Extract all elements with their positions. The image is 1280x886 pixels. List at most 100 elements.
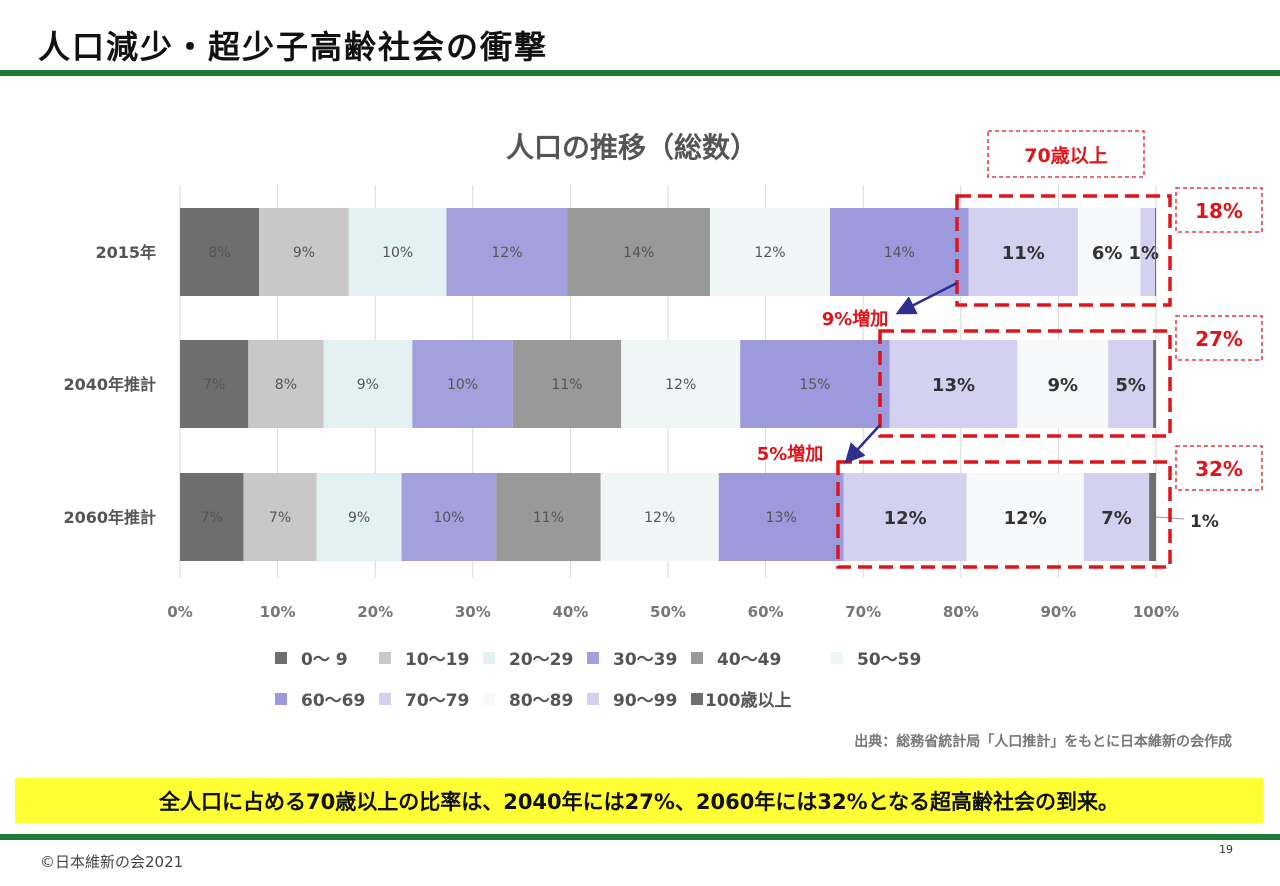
legend-label: 20〜29: [509, 650, 574, 670]
x-tick-label: 80%: [943, 603, 979, 621]
legend-item: 20〜29: [483, 645, 587, 670]
bar-segment-1019: [243, 473, 317, 561]
data-label: 15%: [799, 377, 830, 393]
x-tick-label: 90%: [1040, 603, 1076, 621]
category-label: 2015年: [95, 243, 156, 262]
bar-segment-5059: [709, 208, 831, 296]
x-tick-label: 60%: [748, 603, 784, 621]
header-label-70plus: 70歳以上: [1024, 145, 1107, 167]
data-label: 7%: [203, 377, 225, 393]
legend-swatch: [275, 692, 287, 705]
arrow-icon: [844, 424, 881, 464]
legend-swatch: [483, 692, 495, 705]
x-tick-label: 50%: [650, 603, 686, 621]
data-label: 12%: [1004, 508, 1047, 529]
legend-item: 30〜39: [587, 645, 691, 670]
footer-divider: [0, 834, 1280, 840]
total-70plus-label: 18%: [1195, 199, 1243, 223]
summary-banner: 全人口に占める70歳以上の比率は、2040年には27%、2060年には32%とな…: [15, 778, 1263, 823]
legend-item: 80〜89: [483, 686, 587, 711]
bar-segment-5059: [600, 473, 719, 561]
data-label: 8%: [208, 245, 230, 261]
bar-segment-6069: [830, 208, 969, 296]
bar-segment-7079: [889, 340, 1018, 428]
label-box: [987, 130, 1145, 178]
bar-segment-4049: [496, 473, 601, 561]
legend-swatch: [483, 651, 495, 664]
legend-label: 30〜39: [613, 650, 678, 670]
highlight-box-70plus: [955, 194, 1172, 307]
chart-legend: 0〜 9 10〜19 20〜29 30〜39 40〜49 50〜59 60〜69 70〜79 8…: [275, 645, 921, 711]
bar-segment-1019: [248, 340, 324, 428]
data-label: 7%: [269, 510, 291, 526]
data-label: 7%: [1101, 508, 1132, 529]
bar-segment-5059: [621, 340, 741, 428]
total-70plus-label: 32%: [1195, 457, 1243, 481]
total-box: [1175, 445, 1263, 491]
legend-label: 40〜49: [717, 650, 782, 670]
legend-label: 60〜69: [301, 691, 366, 711]
legend-swatch: [691, 692, 703, 705]
legend-label: 70〜79: [405, 691, 470, 711]
data-label: 10%: [382, 245, 413, 261]
bar-segment-8089: [1077, 208, 1141, 296]
data-label: 5%: [1115, 375, 1146, 396]
data-label: 11%: [1002, 243, 1045, 264]
data-label: 8%: [275, 377, 297, 393]
bar-segment-100: [1149, 473, 1156, 561]
header-divider: [0, 70, 1280, 76]
bar-segment-8089: [1017, 340, 1109, 428]
legend-swatch: [587, 651, 599, 664]
data-label: 9%: [293, 245, 315, 261]
bar-segment-2029: [348, 208, 447, 296]
legend-item: 0〜 9: [275, 645, 379, 670]
data-label: 13%: [932, 375, 975, 396]
legend-swatch: [691, 651, 703, 664]
data-label: 10%: [447, 377, 478, 393]
bar-segment-9099: [1083, 473, 1150, 561]
bar-segment-2029: [316, 473, 402, 561]
legend-label: 90〜99: [613, 691, 678, 711]
legend-item: 70〜79: [379, 686, 483, 711]
bar-segment-09: [180, 208, 260, 296]
data-label: 11%: [533, 510, 564, 526]
x-tick-label: 10%: [260, 603, 296, 621]
bar-segment-9099: [1108, 340, 1154, 428]
bar-segment-2029: [323, 340, 413, 428]
page-title: 人口減少・超少子高齢社会の衝撃: [38, 28, 549, 66]
bar-segment-3039: [401, 473, 497, 561]
legend-item: 100歳以上: [691, 686, 831, 711]
data-label: 7%: [201, 510, 223, 526]
legend-item: 90〜99: [587, 686, 691, 711]
legend-label: 10〜19: [405, 650, 470, 670]
source-note: 出典：総務省統計局「人口推計」をもとに日本維新の会作成: [854, 734, 1232, 750]
bar-segment-100: [1155, 208, 1156, 296]
bar-segment-09: [180, 473, 244, 561]
x-tick-label: 70%: [845, 603, 881, 621]
legend-swatch: [275, 651, 287, 664]
data-label: 12%: [644, 510, 675, 526]
legend-swatch: [379, 692, 391, 705]
data-label: 12%: [491, 245, 522, 261]
category-label: 2040年推計: [63, 375, 156, 394]
legend-label: 100歳以上: [705, 691, 792, 711]
chart-title: 人口の推移（総数）: [506, 131, 758, 164]
total-70plus-label: 27%: [1195, 327, 1243, 351]
data-label: 12%: [754, 245, 785, 261]
legend-label: 80〜89: [509, 691, 574, 711]
total-box: [1175, 187, 1263, 233]
legend-label: 0〜 9: [301, 650, 348, 670]
data-label: 1%: [1128, 243, 1159, 264]
highlight-box-70plus: [878, 329, 1172, 438]
legend-swatch: [587, 692, 599, 705]
page-number: 19: [1219, 843, 1233, 856]
bar-segment-6069: [718, 473, 844, 561]
highlight-box-70plus: [836, 460, 1172, 569]
data-label: 12%: [665, 377, 696, 393]
legend-swatch: [379, 651, 391, 664]
legend-item: 40〜49: [691, 645, 795, 670]
bar-segment-6069: [740, 340, 890, 428]
increase-label: 9%増加: [822, 308, 889, 330]
legend-item: 10〜19: [379, 645, 483, 670]
